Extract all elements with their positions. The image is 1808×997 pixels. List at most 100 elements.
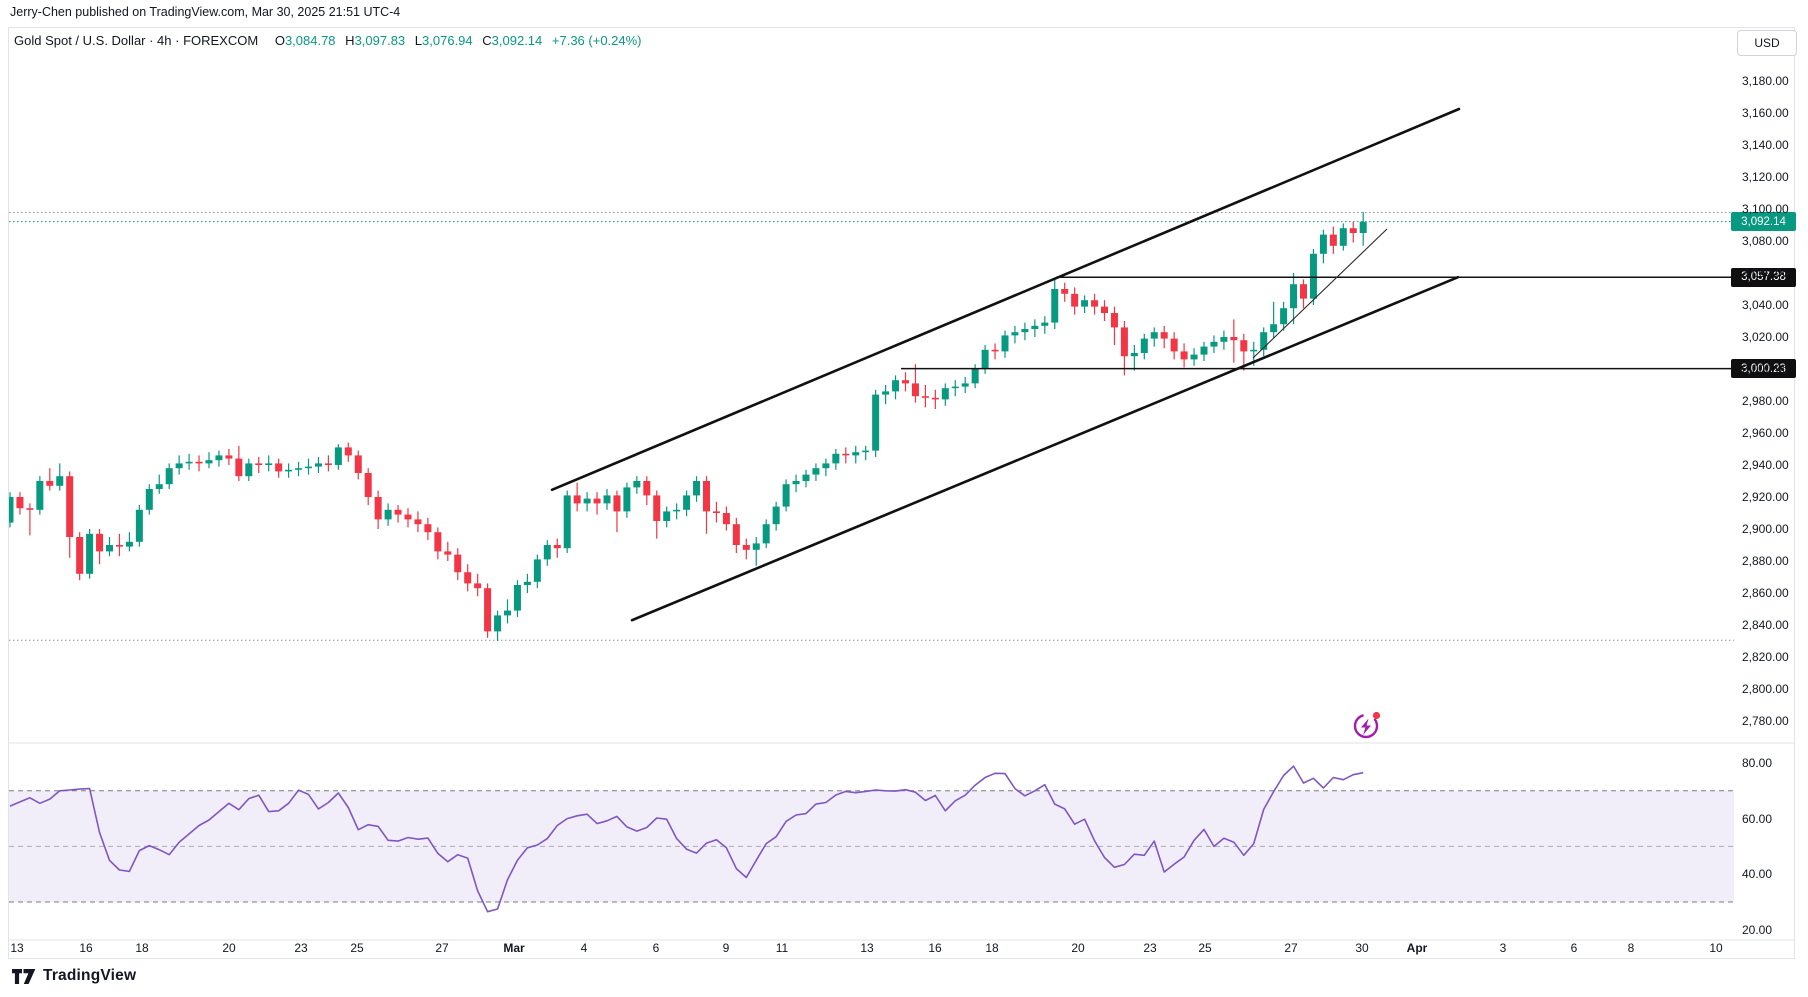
time-tick-label: 20: [1071, 941, 1085, 955]
candle-body: [1349, 228, 1357, 233]
candle-body: [1339, 228, 1347, 246]
candle-body: [941, 388, 949, 400]
symbol-header[interactable]: Gold Spot / U.S. Dollar · 4h · FOREXCOM …: [14, 33, 642, 48]
time-tick-label: 18: [135, 941, 149, 955]
candle-body: [742, 545, 750, 550]
candle-body: [1160, 332, 1168, 339]
rsi-band: [9, 790, 1734, 902]
candle-body: [76, 537, 84, 574]
candle-body: [812, 468, 820, 475]
attribution-text: Jerry-Chen published on TradingView.com,…: [10, 5, 401, 19]
candle-body: [1120, 327, 1128, 357]
tradingview-logo[interactable]: TradingView: [12, 967, 136, 985]
price-tick-label: 3,060.00: [1742, 266, 1789, 280]
candle-body: [474, 583, 482, 589]
time-tick-label: 16: [928, 941, 942, 955]
candle-body: [135, 509, 143, 542]
time-tick-label: 23: [1143, 941, 1157, 955]
price-tick-label: 2,940.00: [1742, 458, 1789, 472]
candle-body: [792, 481, 800, 485]
candle-body: [1260, 332, 1268, 350]
candle-body: [434, 532, 442, 552]
candle-body: [623, 487, 631, 512]
channel-upper-trendline: [550, 107, 1461, 492]
candle-body: [852, 452, 860, 456]
price-tick-label: 3,100.00: [1742, 202, 1789, 216]
candle-body: [1001, 335, 1009, 352]
candle-body: [712, 511, 720, 513]
candle-body: [344, 447, 352, 456]
candle-body: [185, 461, 193, 464]
candle-body: [96, 533, 104, 552]
candle-body: [125, 541, 133, 547]
time-tick-label: 18: [985, 941, 999, 955]
candle-body: [275, 463, 283, 472]
candle-body: [643, 481, 651, 496]
time-tick-label: 13: [860, 941, 874, 955]
candle-body: [245, 463, 253, 477]
price-tick-label: 3,160.00: [1742, 106, 1789, 120]
candle-body: [1140, 338, 1148, 353]
price-tick-label: 3,080.00: [1742, 234, 1789, 248]
rsi-tick-label: 20.00: [1742, 922, 1773, 937]
candle-body: [215, 455, 223, 461]
time-tick-label: Mar: [503, 941, 525, 955]
candle-body: [633, 481, 641, 488]
rsi-tick-label: 60.00: [1742, 811, 1773, 826]
candle-body: [981, 349, 989, 369]
price-tick-label: 2,820.00: [1742, 650, 1789, 664]
notification-dot: [1372, 711, 1381, 720]
time-tick-label: 25: [1198, 941, 1212, 955]
price-tick-label: 3,180.00: [1742, 74, 1789, 88]
rsi-tick-label: 80.00: [1742, 756, 1773, 770]
ohlc-values: O3,084.78 H3,097.83 L3,076.94 C3,092.14 …: [274, 33, 642, 48]
candle-body: [334, 447, 342, 465]
candle-body: [1270, 324, 1278, 333]
candle-body: [1280, 308, 1288, 325]
candle-body: [1290, 284, 1298, 309]
candle-body: [782, 484, 790, 507]
tradingview-mark-icon: [12, 968, 36, 984]
candle-body: [603, 495, 611, 504]
candle-body: [971, 369, 979, 384]
candle-body: [872, 394, 880, 451]
candle-body: [1319, 234, 1327, 254]
candle-body: [1041, 322, 1049, 326]
candle-body: [523, 581, 531, 585]
time-tick-label: 11: [775, 941, 789, 955]
price-tick-label: 3,140.00: [1742, 138, 1789, 152]
candle-body: [842, 453, 850, 456]
candle-body: [354, 455, 362, 473]
candle-body: [573, 495, 581, 504]
candle-body: [1091, 300, 1099, 307]
candle-body: [1110, 313, 1118, 328]
candle-body: [444, 551, 452, 555]
candle-body: [822, 463, 830, 469]
candle-body: [772, 506, 780, 525]
last-price-label: 3,092.14: [1731, 212, 1796, 232]
candle-body: [802, 474, 810, 481]
price-tick-label: 2,840.00: [1742, 618, 1789, 632]
time-tick-label: 27: [1284, 941, 1298, 955]
tradingview-logo-text: TradingView: [43, 967, 137, 984]
candle-body: [1170, 338, 1178, 352]
candle-body: [56, 476, 64, 486]
candle-body: [1190, 354, 1198, 360]
chart-frame: [8, 27, 1795, 959]
change-value: +7.36 (+0.24%): [551, 33, 642, 48]
candle-body: [553, 545, 561, 549]
candle-body: [583, 498, 591, 504]
currency-toggle-button[interactable]: USD: [1737, 30, 1797, 56]
time-tick-label: Apr: [1406, 941, 1428, 955]
price-tick-label: 2,880.00: [1742, 554, 1789, 568]
lightning-glyph: [1361, 718, 1371, 735]
price-tick-label: 2,960.00: [1742, 426, 1789, 440]
flash-boost-icon[interactable]: [1351, 708, 1383, 742]
candle-body: [1011, 332, 1019, 336]
candle-body: [394, 509, 402, 515]
candle-body: [314, 463, 322, 467]
candle-body: [9, 497, 14, 523]
candle-body: [1061, 289, 1069, 294]
candle-body: [593, 498, 601, 504]
